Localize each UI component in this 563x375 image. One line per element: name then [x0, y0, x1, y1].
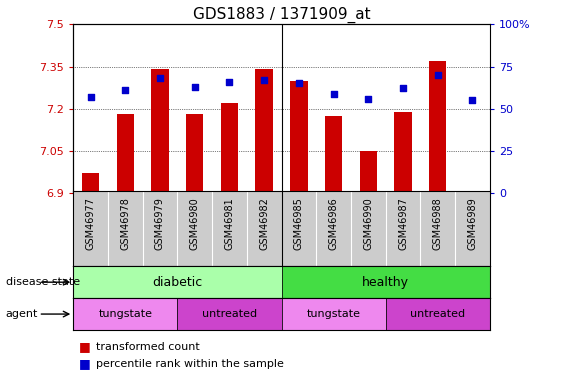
Text: untreated: untreated [410, 309, 465, 319]
Text: GSM46980: GSM46980 [190, 197, 200, 250]
Text: transformed count: transformed count [96, 342, 199, 352]
Bar [386, 298, 490, 330]
Point [120, 87, 129, 93]
Text: GSM46977: GSM46977 [86, 197, 96, 250]
Point [434, 72, 443, 78]
Text: GSM46989: GSM46989 [467, 197, 477, 250]
Text: diabetic: diabetic [152, 276, 203, 289]
Point [329, 90, 338, 96]
Bar [464, 192, 481, 193]
Text: GSM46982: GSM46982 [259, 197, 269, 250]
Bar [73, 298, 177, 330]
Text: GSM46987: GSM46987 [398, 197, 408, 250]
Text: disease state: disease state [6, 277, 80, 287]
Point [190, 84, 199, 90]
Text: GSM46985: GSM46985 [294, 197, 304, 250]
Point [364, 96, 373, 102]
Point [294, 80, 303, 86]
Text: GSM46986: GSM46986 [329, 197, 338, 250]
Bar [73, 266, 282, 298]
Point [399, 86, 408, 92]
Bar [394, 111, 412, 193]
Bar [117, 114, 134, 193]
Bar [429, 61, 446, 193]
Text: percentile rank within the sample: percentile rank within the sample [96, 359, 284, 369]
Text: untreated: untreated [202, 309, 257, 319]
Text: GSM46990: GSM46990 [363, 197, 373, 250]
Bar [282, 266, 490, 298]
Text: GSM46981: GSM46981 [225, 197, 234, 250]
Point [86, 94, 95, 100]
Text: GSM46988: GSM46988 [433, 197, 443, 250]
Bar [151, 69, 169, 193]
Text: ■: ■ [79, 340, 91, 353]
Text: tungstate: tungstate [99, 309, 152, 319]
Title: GDS1883 / 1371909_at: GDS1883 / 1371909_at [193, 7, 370, 23]
Point [225, 79, 234, 85]
Bar [221, 103, 238, 193]
Bar [282, 298, 386, 330]
Text: healthy: healthy [362, 276, 409, 289]
Bar [177, 298, 282, 330]
Point [468, 97, 477, 103]
Bar [82, 173, 99, 193]
Bar [325, 116, 342, 193]
Text: agent: agent [6, 309, 38, 319]
Point [260, 77, 269, 83]
Text: GSM46978: GSM46978 [120, 197, 130, 250]
Point [155, 75, 164, 81]
Text: GSM46979: GSM46979 [155, 197, 165, 250]
Bar [256, 69, 273, 193]
Bar [290, 81, 307, 193]
Bar [360, 151, 377, 193]
Bar [186, 114, 203, 193]
Text: tungstate: tungstate [307, 309, 360, 319]
Text: ■: ■ [79, 357, 91, 370]
